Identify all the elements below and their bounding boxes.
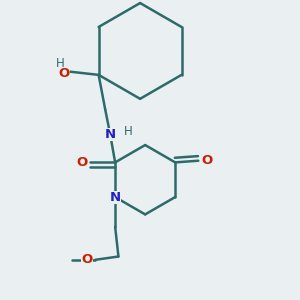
Text: O: O <box>76 156 88 169</box>
Text: O: O <box>81 253 93 266</box>
Text: O: O <box>201 154 212 167</box>
Text: N: N <box>110 190 121 204</box>
Text: N: N <box>105 128 116 141</box>
Text: H: H <box>56 57 65 70</box>
Text: O: O <box>58 67 70 80</box>
Text: H: H <box>124 124 133 137</box>
